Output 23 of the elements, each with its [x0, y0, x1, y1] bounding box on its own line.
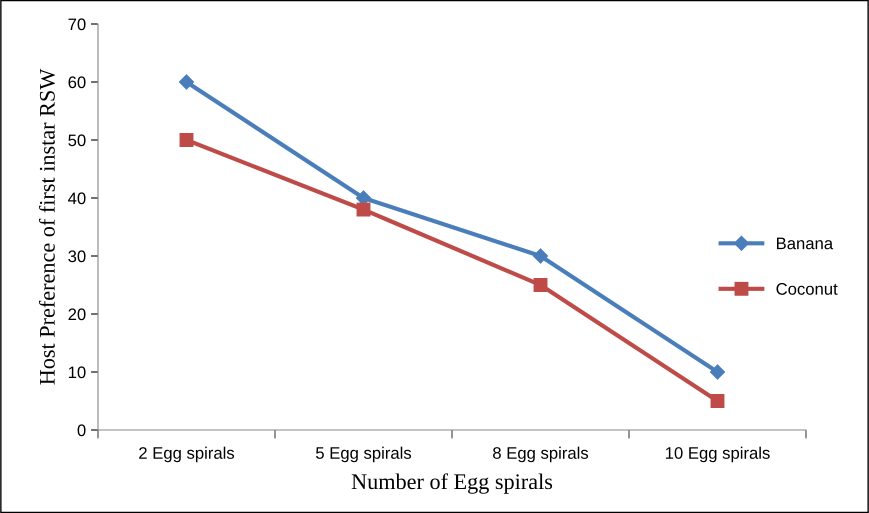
x-tick-label: 5 Egg spirals: [316, 446, 412, 462]
y-tick-label: 30: [68, 250, 86, 262]
y-tick-label: 70: [68, 18, 86, 30]
point: [534, 278, 548, 292]
y-tick-label: 40: [68, 192, 86, 204]
y-tick-label: 10: [68, 366, 86, 378]
y-axis-title: Host Preference of first instar RSW: [38, 68, 55, 385]
x-tick-label: 2 Egg spirals: [139, 446, 234, 462]
y-tick-label: 20: [68, 308, 86, 320]
point: [180, 133, 194, 147]
y-tick-label: 60: [68, 76, 86, 88]
point: [532, 248, 548, 264]
x-tick-label: 8 Egg spirals: [493, 446, 588, 462]
point: [178, 74, 194, 90]
legend-label: Banana: [776, 238, 834, 250]
y-tick-label: 0: [78, 424, 86, 436]
point: [710, 394, 724, 408]
point: [710, 364, 726, 380]
y-tick-label: 50: [68, 134, 86, 146]
legend-label: Coconut: [776, 283, 838, 295]
x-axis-title: Number of Egg spirals: [352, 473, 552, 494]
x-tick-label: 10 Egg spirals: [666, 446, 770, 462]
point: [356, 202, 370, 217]
